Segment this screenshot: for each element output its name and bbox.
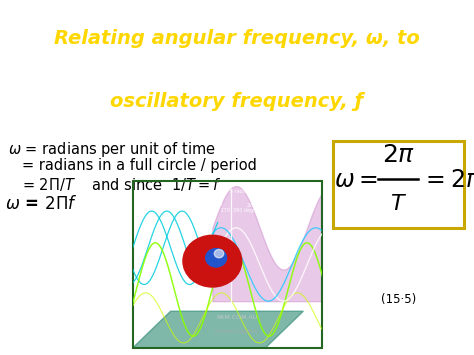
Text: $\pi$: $\pi$: [218, 201, 223, 208]
Text: 0  1  2  3  4  5  6 radians: 0 1 2 3 4 5 6 radians: [193, 190, 253, 195]
Circle shape: [206, 248, 227, 267]
Text: $2\pi$: $2\pi$: [382, 143, 415, 167]
Text: $T$: $T$: [390, 195, 407, 214]
Text: Russell Kightley: Russell Kightley: [216, 329, 258, 334]
Text: = radians in a full circle / period: = radians in a full circle / period: [22, 158, 257, 173]
Text: $\omega =$: $\omega =$: [334, 168, 378, 192]
FancyBboxPatch shape: [333, 141, 464, 228]
Text: = $2\Pi$/$T$    and since  $1/T = f$: = $2\Pi$/$T$ and since $1/T = f$: [22, 176, 221, 192]
Text: oscillatory frequency, ƒ: oscillatory frequency, ƒ: [110, 92, 364, 110]
Circle shape: [183, 235, 242, 287]
Text: RKM.COM.AU: RKM.COM.AU: [216, 315, 258, 320]
Text: (15·5): (15·5): [381, 294, 416, 306]
Text: $\omega$ = radians per unit of time: $\omega$ = radians per unit of time: [8, 140, 216, 159]
Text: $= 2\pi f$: $= 2\pi f$: [421, 168, 474, 192]
Text: $\omega$ = $2\Pi f$: $\omega$ = $2\Pi f$: [5, 195, 77, 213]
Text: 2$\pi$: 2$\pi$: [246, 201, 255, 209]
Polygon shape: [133, 311, 303, 348]
Text: 0  90  180  270  360 degrees: 0 90 180 270 360 degrees: [193, 208, 264, 213]
Text: Relating angular frequency, ω, to: Relating angular frequency, ω, to: [54, 29, 420, 48]
Circle shape: [214, 250, 224, 258]
